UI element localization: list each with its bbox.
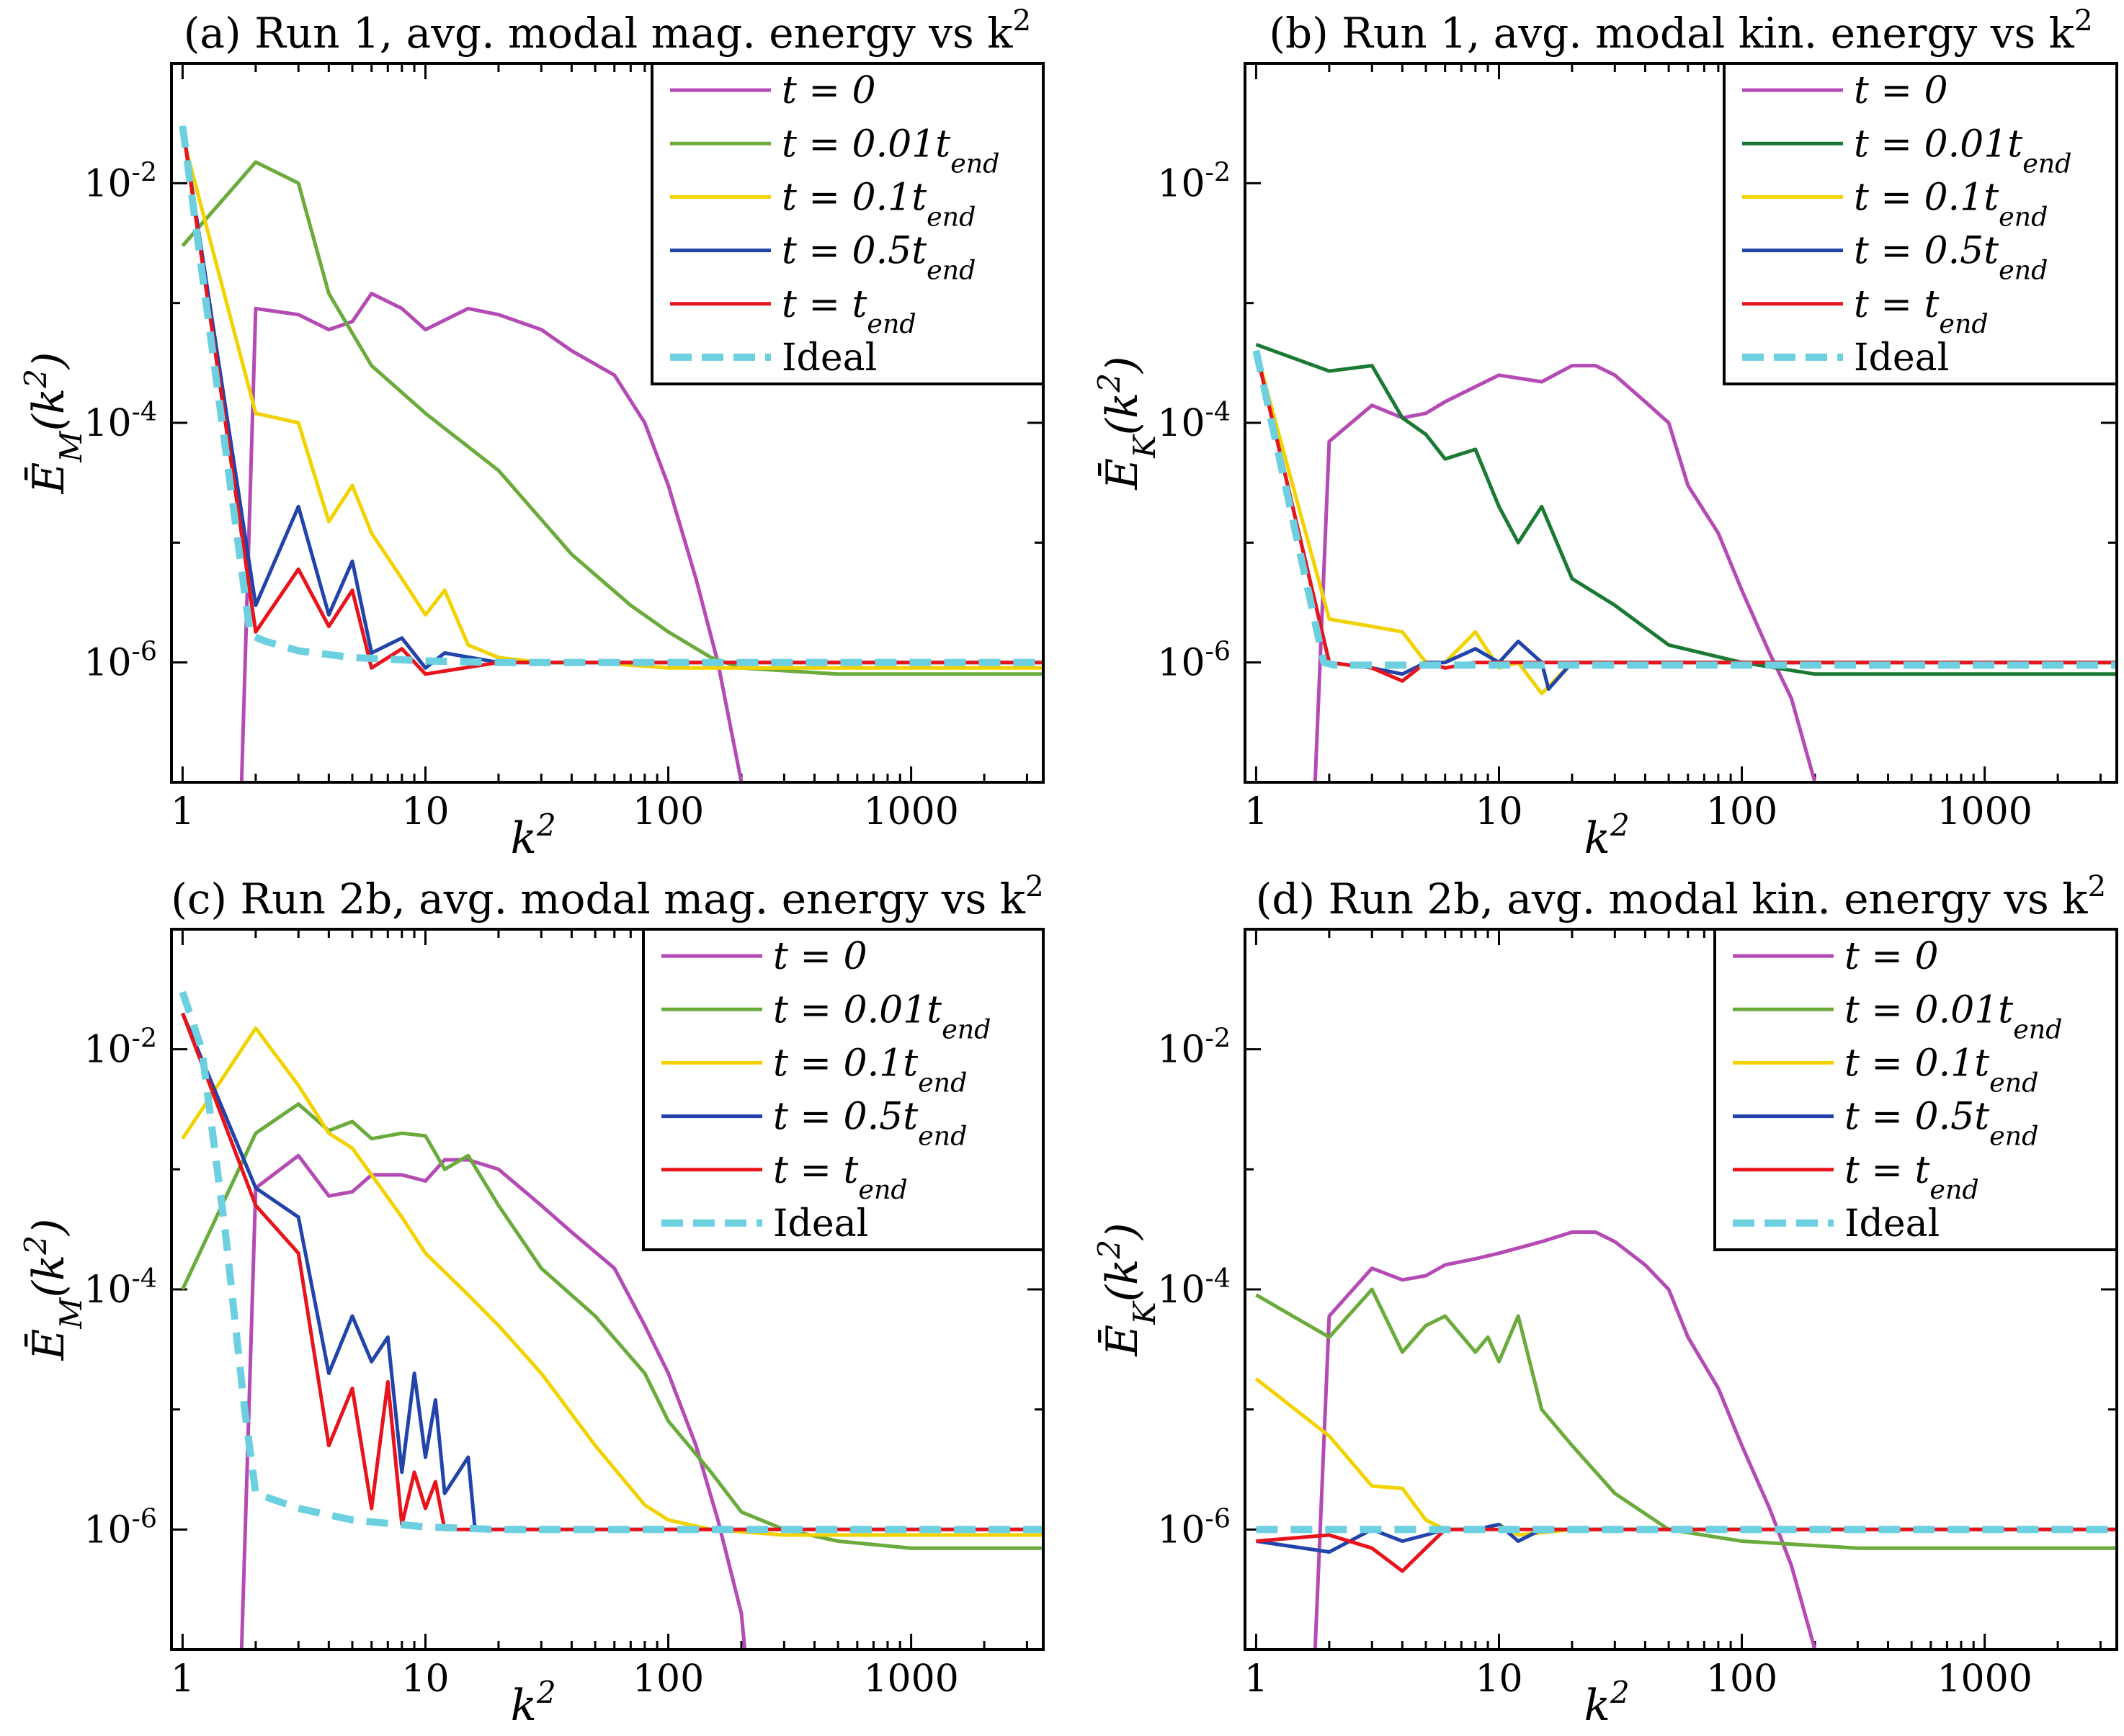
y-tick-label: 10-4 [84,396,157,446]
y-axis-label: ĒM(k2) [18,352,89,495]
plot-frame [170,928,1045,1651]
x-tick-label: 1 [1244,1657,1268,1701]
y-tick-label: 10-6 [1157,635,1231,685]
y-tick-label: 10-6 [1157,1503,1231,1552]
legend-label: Ideal [773,1202,868,1245]
series-line-t-0 [1313,1230,1817,1650]
panel-b: (b) Run 1, avg. modal kin. energy vs k2 1… [1092,3,2118,864]
legend-label: t = 0.01tend [773,988,991,1044]
x-axis-label: k2 [1584,807,1630,864]
legend-label: Ideal [1854,336,1949,380]
x-tick-label: 10 [401,790,449,833]
legend-label: t = 0 [1844,935,1939,978]
y-tick-label: 10-4 [1157,1263,1231,1312]
legend-label: t = 0.01tend [1844,988,2062,1044]
series-line-t-0-01t-end [181,160,1043,676]
y-tick-label: 10-6 [84,635,157,685]
x-axis-label: k2 [1584,1675,1630,1732]
legend-box [651,62,1045,385]
plot-frame [170,62,1045,784]
legend-label: t = 0 [782,69,876,112]
x-tick-label: 100 [1706,790,1777,833]
legend-label: t = 0.1tend [1854,176,2048,232]
panel-a: (a) Run 1, avg. modal mag. energy vs k2 1… [18,3,1045,864]
legend-box [1713,928,2118,1251]
chart-title: (a) Run 1, avg. modal mag. energy vs k2 [184,3,1031,58]
legend-label: t = 0.1tend [1844,1042,2038,1098]
series-line-t-0-01t-end [1255,1287,2117,1550]
legend-label: t = 0.5tend [1854,230,2048,286]
legend-label: t = 0.5tend [782,230,976,286]
legend-label: t = tend [782,283,916,339]
chart-title: (b) Run 1, avg. modal kin. energy vs k2 [1269,3,2092,58]
series-line-t-0-01t-end [181,1102,1043,1550]
y-tick-label: 10-2 [84,156,157,206]
y-tick-label: 10-2 [84,1022,157,1072]
series-line-ideal [179,125,1043,666]
legend-label: t = 0.01tend [1854,122,2071,179]
y-tick-label: 10-6 [84,1503,157,1552]
legend-label: t = tend [1854,283,1989,339]
plot-frame [1244,62,2118,784]
x-axis-label: k2 [511,1675,556,1732]
series-line-t-0 [239,292,744,782]
panel-c: (c) Run 2b, avg. modal mag. energy vs k2… [18,869,1045,1732]
series-line-ideal [1252,349,2117,669]
legend-label: t = tend [1844,1149,1979,1205]
series-line-t-0 [1313,364,1817,782]
panel-d: (d) Run 2b, avg. modal kin. energy vs k2… [1092,869,2118,1732]
chart-title: (d) Run 2b, avg. modal kin. energy vs k2 [1256,869,2106,923]
y-tick-label: 10-4 [84,1263,157,1312]
legend-label: t = 0 [773,935,867,978]
x-tick-label: 1000 [1937,1657,2032,1701]
series-line-t-t-end [1254,350,2117,683]
plot-frame [1244,928,2118,1651]
legend-label: t = 0.1tend [782,176,976,232]
series-line-t-0-5t-end [1254,350,2117,692]
x-tick-label: 100 [633,790,704,833]
x-tick-label: 10 [401,1657,449,1701]
y-axis-label: ĒK(k2) [1092,1222,1162,1356]
x-tick-label: 100 [633,1657,704,1701]
legend-box [642,928,1045,1251]
series-line-t-0 [239,1153,747,1650]
legend-label: Ideal [1844,1202,1940,1245]
legend-label: t = tend [773,1149,908,1205]
y-tick-label: 10-2 [1157,1022,1231,1072]
legend-label: t = 0.01tend [782,122,999,179]
x-tick-label: 10 [1475,790,1522,833]
x-tick-label: 1 [1244,790,1268,833]
y-tick-label: 10-2 [1157,156,1231,206]
x-tick-label: 1 [171,1657,195,1701]
series-line-t-0-1t-end [1254,350,2117,696]
chart-title: (c) Run 2b, avg. modal mag. energy vs k2 [171,869,1043,923]
series-line-t-0-1t-end [1254,1377,2117,1537]
y-tick-label: 10-4 [1157,396,1231,446]
x-tick-label: 1 [171,790,195,833]
x-axis-label: k2 [511,807,556,864]
x-tick-label: 10 [1475,1657,1522,1701]
x-tick-label: 100 [1706,1657,1777,1701]
legend-label: t = 0.5tend [773,1096,967,1152]
x-tick-label: 1000 [1937,790,2032,833]
legend-label: t = 0.5tend [1844,1096,2038,1152]
y-axis-label: ĒK(k2) [1092,356,1162,490]
series-line-ideal [179,990,1043,1534]
series-line-t-0-01t-end [1255,342,2117,676]
x-tick-label: 1000 [863,1657,958,1701]
legend-label: Ideal [782,336,877,380]
legend-box [1723,62,2118,385]
legend-label: t = 0.1tend [773,1042,967,1098]
series-line-t-0-1t-end [180,135,1043,670]
x-tick-label: 1000 [863,790,958,833]
legend-label: t = 0 [1854,69,1948,112]
y-axis-label: ĒM(k2) [18,1219,89,1361]
